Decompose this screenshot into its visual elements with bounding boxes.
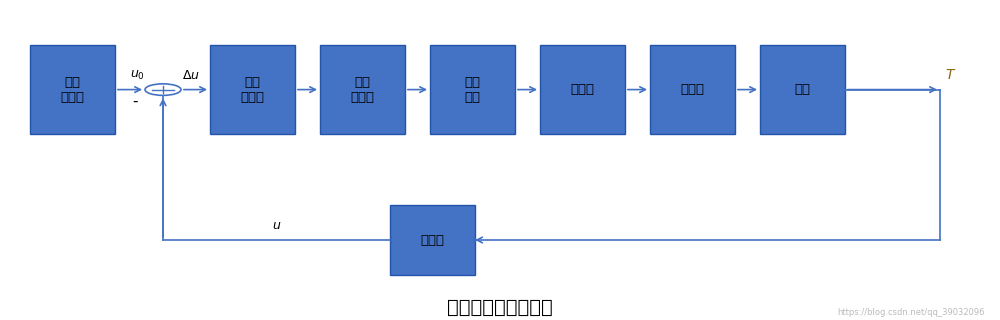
- FancyBboxPatch shape: [650, 45, 735, 134]
- Text: 热电偶: 热电偶: [420, 234, 444, 246]
- Text: 调压器: 调压器: [680, 83, 704, 96]
- Text: 功率
放大器: 功率 放大器: [351, 76, 374, 104]
- Text: u: u: [273, 219, 280, 232]
- FancyBboxPatch shape: [390, 205, 475, 275]
- Text: $\Delta u$: $\Delta u$: [182, 68, 200, 82]
- Text: $T$: $T$: [945, 68, 956, 82]
- FancyBboxPatch shape: [210, 45, 295, 134]
- Circle shape: [145, 84, 181, 95]
- FancyBboxPatch shape: [760, 45, 845, 134]
- Text: 电压
放大器: 电压 放大器: [240, 76, 264, 104]
- FancyBboxPatch shape: [30, 45, 115, 134]
- FancyBboxPatch shape: [540, 45, 625, 134]
- Text: 减速器: 减速器: [570, 83, 594, 96]
- Text: $u_0$: $u_0$: [130, 68, 144, 82]
- Text: -: -: [132, 94, 138, 109]
- FancyBboxPatch shape: [320, 45, 405, 134]
- Text: https://blog.csdn.net/qq_39032096: https://blog.csdn.net/qq_39032096: [838, 308, 985, 317]
- FancyBboxPatch shape: [430, 45, 515, 134]
- Text: 给定
电位器: 给定 电位器: [61, 76, 85, 104]
- Text: 电炉: 电炉: [794, 83, 810, 96]
- Text: 电炉温度控制方块图: 电炉温度控制方块图: [447, 298, 553, 317]
- Text: 伺服
电机: 伺服 电机: [464, 76, 480, 104]
